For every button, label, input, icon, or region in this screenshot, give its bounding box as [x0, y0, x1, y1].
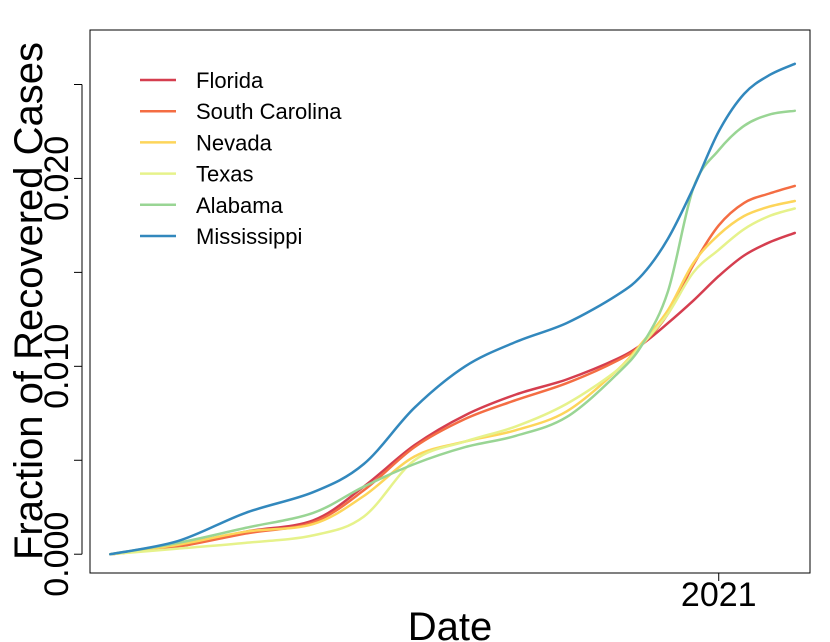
- legend: Florida South Carolina Nevada Texas Alabama M…: [140, 68, 342, 249]
- series-line-nevada: [109, 199, 797, 556]
- y-tick-label: 0.000: [38, 512, 76, 597]
- x-tick-label: 2021: [681, 576, 757, 614]
- plot-frame: [89, 29, 811, 574]
- y-tick-label: 0.020: [38, 136, 76, 221]
- x-axis: 2021: [681, 573, 757, 614]
- series-line-mississippi: [109, 62, 797, 556]
- legend-label: Florida: [196, 68, 264, 93]
- legend-label: Mississippi: [196, 224, 302, 249]
- x-axis-title: Date: [408, 605, 493, 642]
- series-line-alabama: [109, 109, 797, 556]
- y-tick-label: 0.010: [38, 324, 76, 409]
- legend-label: Alabama: [196, 193, 284, 218]
- y-axis-title: Fraction of Recovered Cases: [7, 42, 51, 560]
- y-axis: 0.000 0.010 0.020: [38, 83, 83, 597]
- series-line-florida: [109, 231, 797, 556]
- legend-label: Nevada: [196, 130, 273, 155]
- legend-label: Texas: [196, 162, 253, 187]
- legend-label: South Carolina: [196, 99, 342, 124]
- series-layer: [109, 62, 797, 556]
- series-line-texas: [109, 207, 797, 556]
